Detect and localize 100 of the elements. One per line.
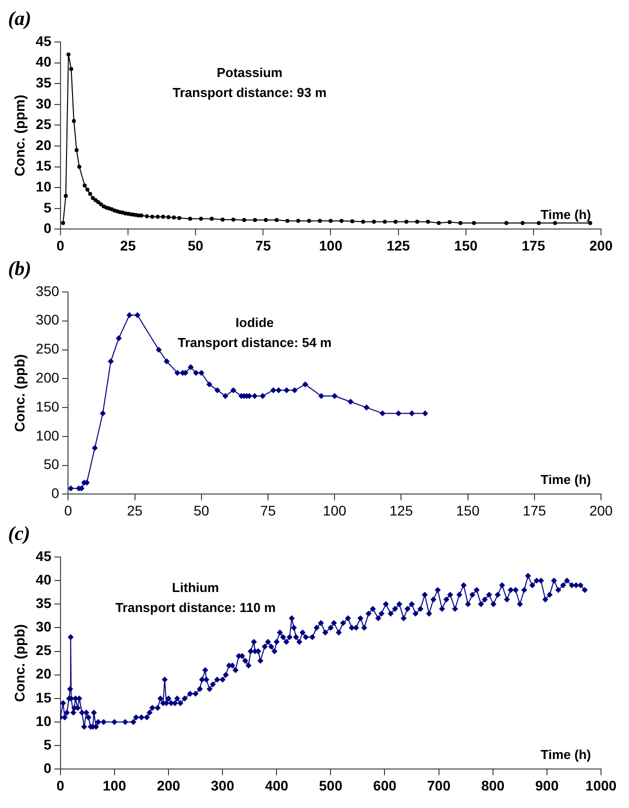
y-tick-label: 40 — [36, 54, 52, 70]
y-tick-label: 15 — [36, 158, 52, 174]
annotation: Transport distance: 93 m — [172, 85, 327, 100]
point — [68, 485, 74, 492]
y-tick-label: 100 — [36, 427, 60, 444]
point — [380, 410, 386, 416]
annotation: Lithium — [172, 580, 219, 595]
y-tick-label: 0 — [44, 220, 52, 236]
y-axis-title: Conc. (ppb) — [11, 354, 28, 432]
x-tick-label: 200 — [589, 502, 613, 518]
x-axis-title: Time (h) — [540, 207, 591, 222]
x-tick-label: 400 — [264, 777, 289, 794]
point — [164, 358, 170, 364]
x-tick-label: 25 — [126, 502, 143, 518]
x-tick-label: 300 — [210, 777, 234, 794]
y-tick-label: 200 — [36, 370, 60, 386]
y-tick-label: 45 — [36, 548, 52, 564]
point — [206, 381, 212, 388]
point — [332, 392, 338, 399]
chart-title: (b) — [8, 258, 32, 280]
point — [214, 387, 220, 394]
y-tick-label: 45 — [36, 32, 52, 49]
x-tick-label: 50 — [188, 237, 204, 254]
x-tick-label: 175 — [522, 502, 546, 518]
x-tick-label: 25 — [120, 237, 136, 254]
y-tick-label: 10 — [36, 712, 52, 729]
x-tick-label: 1000 — [585, 777, 617, 794]
y-axis-title: Conc. (ppm) — [11, 94, 28, 176]
x-tick-label: 75 — [255, 237, 272, 254]
x-tick-label: 150 — [456, 502, 480, 518]
point — [284, 387, 290, 394]
chart-title: (c) — [8, 523, 30, 546]
y-axis-title: Conc. (ppb) — [11, 624, 28, 702]
x-tick-label: 500 — [319, 777, 343, 794]
point — [252, 392, 258, 399]
x-tick-label: 100 — [319, 237, 343, 254]
annotation: Potassium — [216, 65, 282, 80]
point — [364, 404, 370, 411]
x-tick-label: 0 — [64, 502, 72, 518]
y-tick-label: 25 — [36, 642, 52, 658]
point — [260, 392, 266, 399]
annotation: Transport distance: 110 m — [115, 600, 276, 615]
annotation: Iodide — [236, 315, 274, 330]
point — [174, 370, 180, 376]
point — [348, 398, 354, 405]
point — [92, 444, 98, 451]
point — [134, 312, 140, 318]
x-tick-label: 100 — [102, 777, 126, 794]
y-tick-label: 35 — [36, 74, 52, 90]
y-tick-label: 15 — [36, 689, 52, 706]
point — [292, 387, 298, 394]
y-tick-label: 350 — [36, 282, 60, 299]
y-tick-label: 35 — [36, 595, 52, 612]
point — [276, 387, 282, 394]
point — [222, 392, 228, 399]
y-tick-label: 250 — [36, 340, 60, 357]
x-tick-label: 175 — [522, 237, 546, 254]
point — [422, 410, 428, 416]
point — [116, 335, 122, 342]
point — [100, 410, 106, 416]
point — [318, 392, 324, 399]
x-tick-label: 600 — [373, 777, 397, 794]
point — [193, 370, 200, 376]
x-tick-label: 900 — [535, 777, 559, 794]
x-axis-title: Time (h) — [540, 472, 591, 488]
x-axis-title: Time (h) — [540, 747, 591, 762]
y-tick-label: 25 — [36, 116, 52, 132]
y-tick-label: 50 — [44, 456, 60, 472]
point — [188, 364, 194, 370]
y-tick-label: 0 — [44, 760, 52, 776]
y-tick-label: 30 — [36, 618, 52, 635]
x-tick-label: 800 — [481, 777, 505, 794]
point — [408, 410, 415, 416]
x-tick-label: 75 — [260, 502, 276, 518]
x-tick-label: 700 — [427, 777, 451, 794]
y-tick-label: 20 — [36, 666, 52, 682]
annotation: Transport distance: 54 m — [178, 335, 332, 350]
x-tick-label: 100 — [322, 502, 346, 518]
x-tick-label: 50 — [194, 502, 210, 518]
point — [270, 387, 276, 394]
point — [230, 387, 236, 394]
y-tick-label: 30 — [36, 95, 52, 112]
y-tick-label: 0 — [51, 485, 60, 502]
x-tick-label: 200 — [589, 237, 613, 254]
point — [108, 358, 114, 364]
x-tick-label: 125 — [390, 502, 414, 518]
y-tick-label: 5 — [44, 736, 52, 752]
y-tick-label: 5 — [44, 199, 52, 216]
x-tick-label: 200 — [156, 777, 180, 794]
point — [126, 312, 132, 318]
y-tick-label: 20 — [36, 136, 52, 153]
y-tick-label: 150 — [36, 398, 60, 414]
point — [396, 410, 402, 416]
y-tick-label: 40 — [36, 571, 52, 588]
point — [156, 346, 162, 353]
y-tick-label: 300 — [36, 312, 60, 328]
x-tick-label: 125 — [386, 237, 410, 254]
point — [198, 370, 204, 376]
y-tick-label: 10 — [36, 178, 52, 194]
point — [302, 381, 308, 388]
